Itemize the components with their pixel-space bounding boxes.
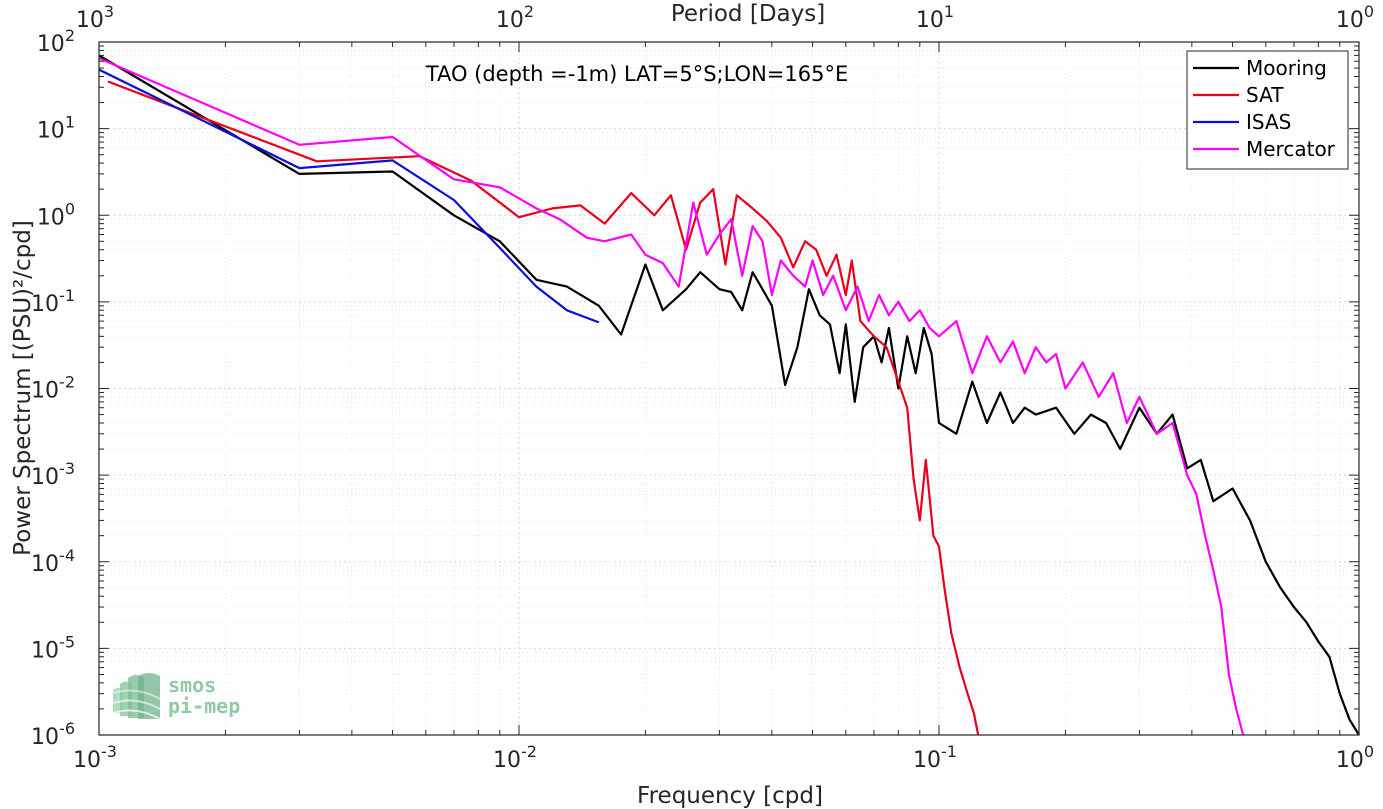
series-line-isas	[98, 68, 600, 324]
logo-text-smos: smos	[168, 673, 216, 697]
y-tick-label: 10-3	[31, 459, 75, 490]
series-line-mooring	[98, 54, 1360, 736]
x-tick-label: 100	[1336, 742, 1374, 773]
series-line-sat	[107, 80, 980, 736]
tick-marks	[98, 42, 1359, 736]
legend-label-isas: ISAS	[1246, 110, 1291, 134]
y-axis-title: Power Spectrum [(PSU)²/cpd]	[10, 220, 36, 556]
series-line-mercator	[98, 57, 1245, 736]
legend-label-sat: SAT	[1246, 83, 1284, 107]
top-axis-title: Period [Days]	[671, 1, 825, 27]
y-tick-label: 10-5	[31, 632, 75, 663]
y-tick-label: 10-6	[31, 719, 75, 750]
legend: Mooring SAT ISAS Mercator	[1186, 50, 1349, 170]
x-tick-label: 10-1	[913, 742, 957, 773]
chart-annotation: TAO (depth =-1m) LAT=5°S;LON=165°E	[425, 62, 849, 86]
legend-label-mooring: Mooring	[1246, 56, 1327, 80]
y-tick-label: 101	[37, 113, 75, 144]
top-x-tick-label: 101	[916, 2, 954, 33]
y-tick-label: 10-1	[31, 286, 75, 317]
y-tick-label: 100	[37, 199, 75, 230]
top-x-tick-label: 103	[76, 2, 114, 33]
x-tick-label: 10-3	[73, 742, 117, 773]
logo-mark-icon	[112, 673, 161, 720]
x-tick-label: 10-2	[493, 742, 537, 773]
top-x-tick-label: 100	[1336, 2, 1374, 33]
y-tick-label: 10-2	[31, 373, 75, 404]
y-tick-label: 102	[37, 26, 75, 57]
top-x-tick-label: 102	[496, 2, 534, 33]
y-tick-label: 10-4	[31, 546, 75, 577]
x-axis-title: Frequency [cpd]	[637, 783, 823, 809]
smos-pi-mep-logo: smos pi-mep	[112, 673, 240, 720]
logo-text-pi-mep: pi-mep	[168, 694, 240, 718]
series-group	[98, 54, 1360, 736]
legend-label-mercator: Mercator	[1246, 137, 1336, 161]
